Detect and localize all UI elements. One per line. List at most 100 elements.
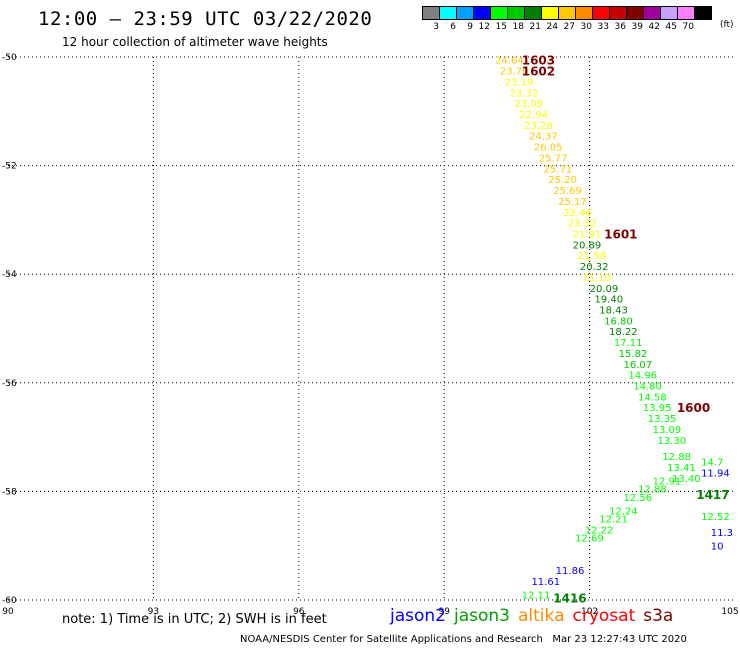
- data-point-label: 12.52: [701, 512, 730, 523]
- x-tick-label: 90: [2, 607, 14, 617]
- data-point-label: 11.61: [531, 577, 560, 588]
- data-point-label: 23.28: [524, 121, 553, 132]
- x-tick-label: 99: [438, 607, 450, 617]
- chart-title: 12:00 – 23:59 UTC 03/22/2020: [38, 8, 373, 30]
- data-point-label: 23.32: [510, 88, 539, 99]
- legend-cryosat: cryosat: [572, 606, 636, 626]
- data-point-label: 12.22: [585, 525, 614, 536]
- scale-label: 36: [614, 22, 626, 32]
- scale-label: 15: [495, 22, 507, 32]
- scale-label: 18: [512, 22, 524, 32]
- data-point-label: 11.86: [556, 566, 585, 577]
- y-tick-label: -54: [2, 270, 17, 280]
- data-point-label: 25.69: [553, 186, 582, 197]
- data-point-label: 12.56: [624, 493, 653, 504]
- scale-swatch: [694, 6, 712, 20]
- x-tick-label: 96: [293, 607, 305, 617]
- data-point-label: 20.09: [590, 284, 619, 295]
- data-point-label: 21.58: [577, 251, 606, 262]
- pass-time-label: 1601: [604, 227, 637, 241]
- scale-label: 21: [529, 22, 541, 32]
- data-point-label: 26.05: [534, 143, 563, 154]
- data-point-label: 19.40: [594, 295, 623, 306]
- data-point-label: 13.35: [648, 414, 677, 425]
- scale-label: 24: [546, 22, 558, 32]
- scale-label: 27: [563, 22, 575, 32]
- data-point-label: 16.80: [604, 316, 633, 327]
- data-point-label: 18.22: [609, 327, 638, 338]
- pass-time-label: 1603: [522, 54, 555, 68]
- data-point-label: 23.32: [568, 219, 597, 230]
- data-point-label: 23.19: [505, 77, 534, 88]
- data-point-label: 21.91: [573, 229, 602, 240]
- x-tick-label: 102: [581, 607, 598, 617]
- pass-time-label: 1600: [677, 401, 710, 415]
- data-point-label: 23.09: [514, 99, 543, 110]
- data-point-label: 12.88: [638, 485, 667, 496]
- scale-label: 33: [597, 22, 609, 32]
- data-point-label: 13.09: [653, 425, 682, 436]
- satellite-legend: jason2 jason3 altika cryosat s3a: [390, 606, 681, 626]
- data-point-label: 12.11: [522, 591, 551, 602]
- scale-label: 30: [580, 22, 592, 32]
- data-point-label: 13.30: [657, 436, 686, 447]
- data-point-label: 13.40: [672, 474, 701, 485]
- data-point-label: 13.41: [667, 463, 696, 474]
- data-point-label: 11.94: [701, 468, 730, 479]
- pass-time-label: 1416: [553, 591, 586, 605]
- scale-label: 12: [478, 22, 490, 32]
- scale-label: 39: [631, 22, 643, 32]
- y-tick-label: -60: [2, 596, 17, 606]
- chart-subtitle: 12 hour collection of altimeter wave hei…: [62, 35, 328, 49]
- data-point-label: 25.71: [544, 164, 573, 175]
- color-scale-legend: 3 6 9 12 15 18 21 24 27 30 33 36 39 42 45 70: [422, 6, 712, 34]
- scale-unit: (ft): [720, 20, 734, 30]
- data-point-label: 11.3: [711, 528, 733, 539]
- y-tick-label: -56: [2, 379, 17, 389]
- scale-label: 45: [665, 22, 677, 32]
- data-point-label: 23.70: [500, 67, 529, 78]
- data-point-label: 18.43: [599, 305, 628, 316]
- y-tick-label: -52: [2, 162, 17, 172]
- data-point-label: 25.20: [548, 175, 577, 186]
- data-point-label: 14.80: [633, 382, 662, 393]
- data-point-label: 23.46: [563, 208, 592, 219]
- data-point-label: 25.77: [539, 153, 568, 164]
- y-tick-label: -50: [2, 53, 17, 63]
- data-point-label: 14.96: [628, 371, 657, 382]
- data-point-label: 12.21: [599, 515, 628, 526]
- scale-label: 70: [682, 22, 694, 32]
- scale-label: 6: [450, 22, 456, 32]
- data-point-label: 12.24: [609, 506, 638, 517]
- note-text: note: 1) Time is in UTC; 2) SWH is in fe…: [62, 612, 327, 627]
- y-tick-label: -58: [2, 487, 17, 497]
- legend-s3a: s3a: [643, 606, 674, 626]
- data-point-label: 14.7: [701, 458, 723, 469]
- pass-time-label: 1602: [522, 65, 555, 79]
- data-point-label: 21.10: [582, 273, 611, 284]
- data-point-label: 14.58: [638, 392, 667, 403]
- x-tick-label: 105: [721, 607, 738, 617]
- data-point-label: 16.07: [624, 360, 653, 371]
- data-point-label: 20.32: [580, 262, 609, 273]
- data-point-label: 12.69: [575, 534, 604, 545]
- data-point-label: 15.82: [619, 349, 648, 360]
- data-point-label: 12.91: [653, 477, 682, 488]
- data-point-label: 24.64: [495, 56, 524, 67]
- scale-label: 9: [467, 22, 473, 32]
- legend-jason2: jason2: [390, 606, 446, 626]
- legend-jason3: jason3: [454, 606, 510, 626]
- data-point-label: 25.17: [558, 197, 587, 208]
- data-point-label: 13.95: [643, 403, 672, 414]
- pass-time-label: 1417: [696, 488, 729, 502]
- scale-label: 3: [433, 22, 439, 32]
- data-point-label: 10: [711, 542, 724, 553]
- data-point-label: 12.88: [662, 452, 691, 463]
- x-tick-label: 93: [148, 607, 159, 617]
- data-point-label: 17.11: [614, 338, 643, 349]
- legend-altika: altika: [518, 606, 565, 626]
- data-point-label: 20.89: [573, 240, 602, 251]
- data-point-label: 22.94: [519, 110, 548, 121]
- scale-label: 42: [648, 22, 660, 32]
